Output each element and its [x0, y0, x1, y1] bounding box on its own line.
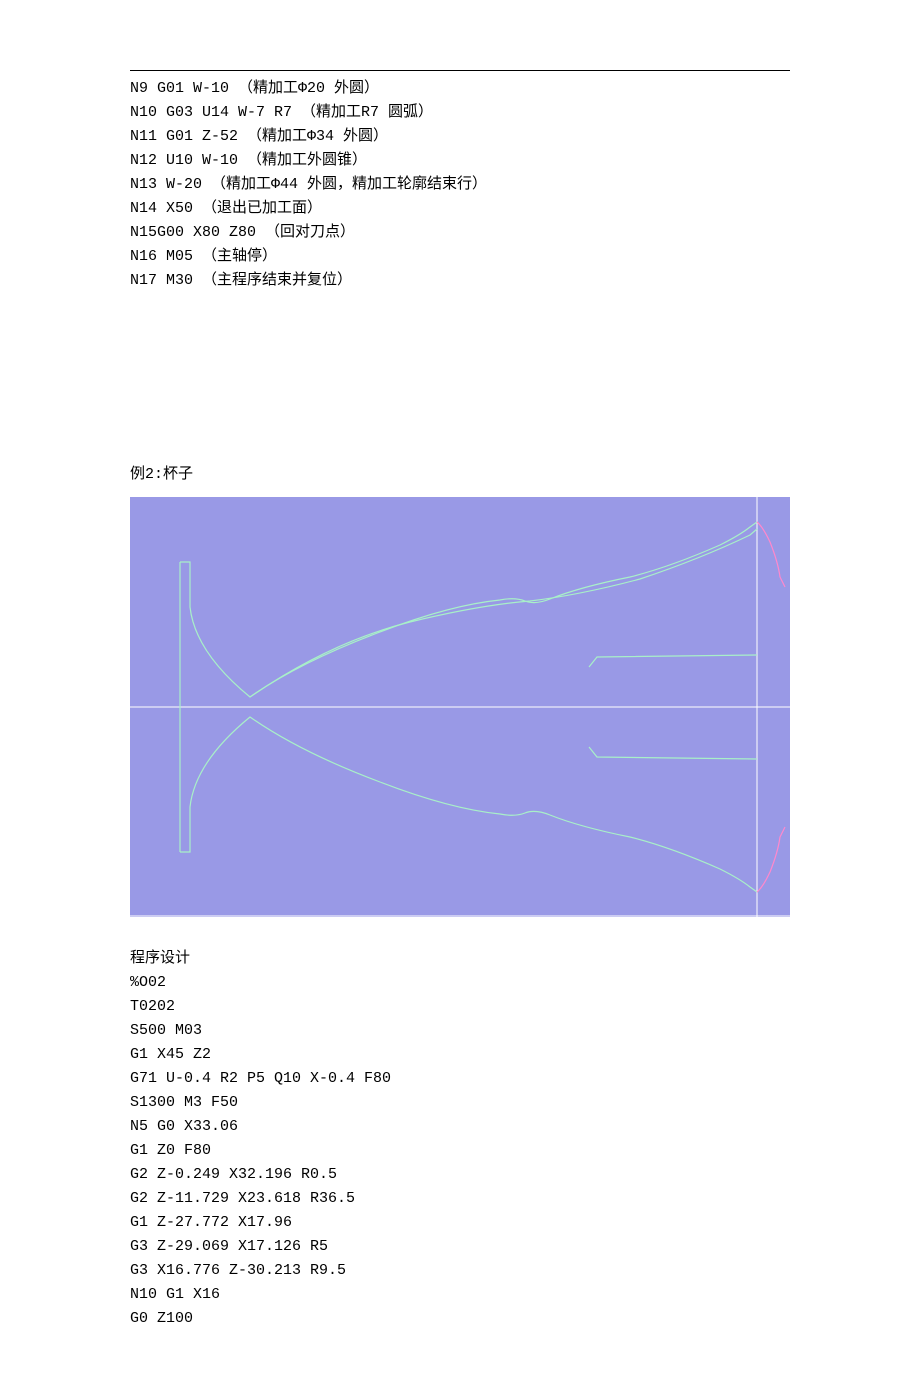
example-label: 例2:杯子 [130, 463, 790, 487]
document-page: N9 G01 W-10 （精加工Φ20 外圆） N10 G03 U14 W-7 … [0, 0, 920, 1391]
program-design-label: 程序设计 [130, 947, 790, 971]
diagram-svg [130, 497, 790, 917]
gcode-block-2: %O02 T0202 S500 M03 G1 X45 Z2 G71 U-0.4 … [130, 971, 790, 1331]
gcode-block-1: N9 G01 W-10 （精加工Φ20 外圆） N10 G03 U14 W-7 … [130, 77, 790, 293]
cup-profile-diagram [130, 497, 790, 917]
top-rule [130, 70, 790, 71]
